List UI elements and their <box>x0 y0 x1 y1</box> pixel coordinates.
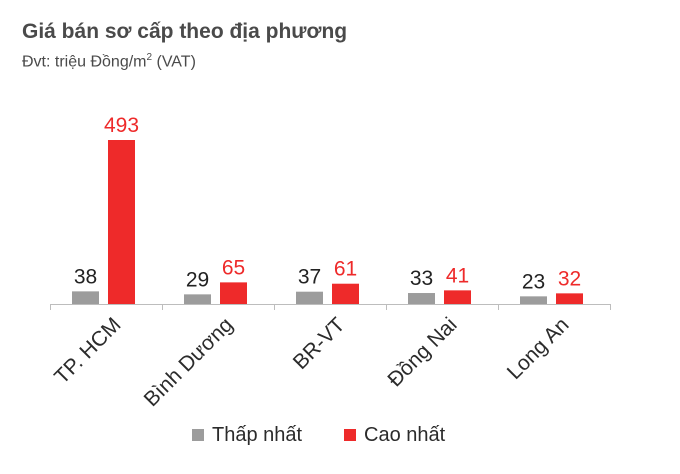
data-label-low: 38 <box>74 265 97 288</box>
bar-high <box>556 293 583 304</box>
legend-label-high: Cao nhất <box>364 424 446 446</box>
category-label: Long An <box>503 313 574 384</box>
chart-subtitle: Đvt: triệu Đồng/m2 (VAT) <box>22 52 196 71</box>
data-label-high: 32 <box>558 267 581 290</box>
data-label-low: 33 <box>410 267 433 290</box>
data-label-low: 37 <box>298 266 321 289</box>
data-label-low: 29 <box>186 268 209 291</box>
bar-high <box>444 290 471 304</box>
bar-high <box>108 140 135 304</box>
bar-high <box>332 283 359 304</box>
subtitle-suffix: (VAT) <box>152 53 196 71</box>
data-label-high: 493 <box>104 114 139 137</box>
data-label-high: 65 <box>222 256 245 279</box>
bar-low <box>72 291 99 304</box>
legend-label-low: Thấp nhất <box>212 424 303 446</box>
subtitle-prefix: Đvt: triệu Đồng/m <box>22 53 147 71</box>
data-label-high: 41 <box>446 264 469 287</box>
category-label: TP. HCM <box>50 313 125 388</box>
bar-low <box>184 294 211 304</box>
bar-low <box>296 291 323 304</box>
bar-low <box>408 293 435 304</box>
data-label-low: 23 <box>522 270 545 293</box>
bar-low <box>520 296 547 304</box>
category-label: Bình Dương <box>140 313 238 411</box>
category-label: Đồng Nai <box>383 313 461 391</box>
legend-swatch-low <box>192 429 204 441</box>
category-label: BR-VT <box>289 313 350 374</box>
chart-title: Giá bán sơ cấp theo địa phương <box>22 20 348 43</box>
subtitle-superscript: 2 <box>146 52 153 63</box>
data-label-high: 61 <box>334 258 357 281</box>
bar-high <box>220 282 247 304</box>
legend-swatch-high <box>344 429 356 441</box>
